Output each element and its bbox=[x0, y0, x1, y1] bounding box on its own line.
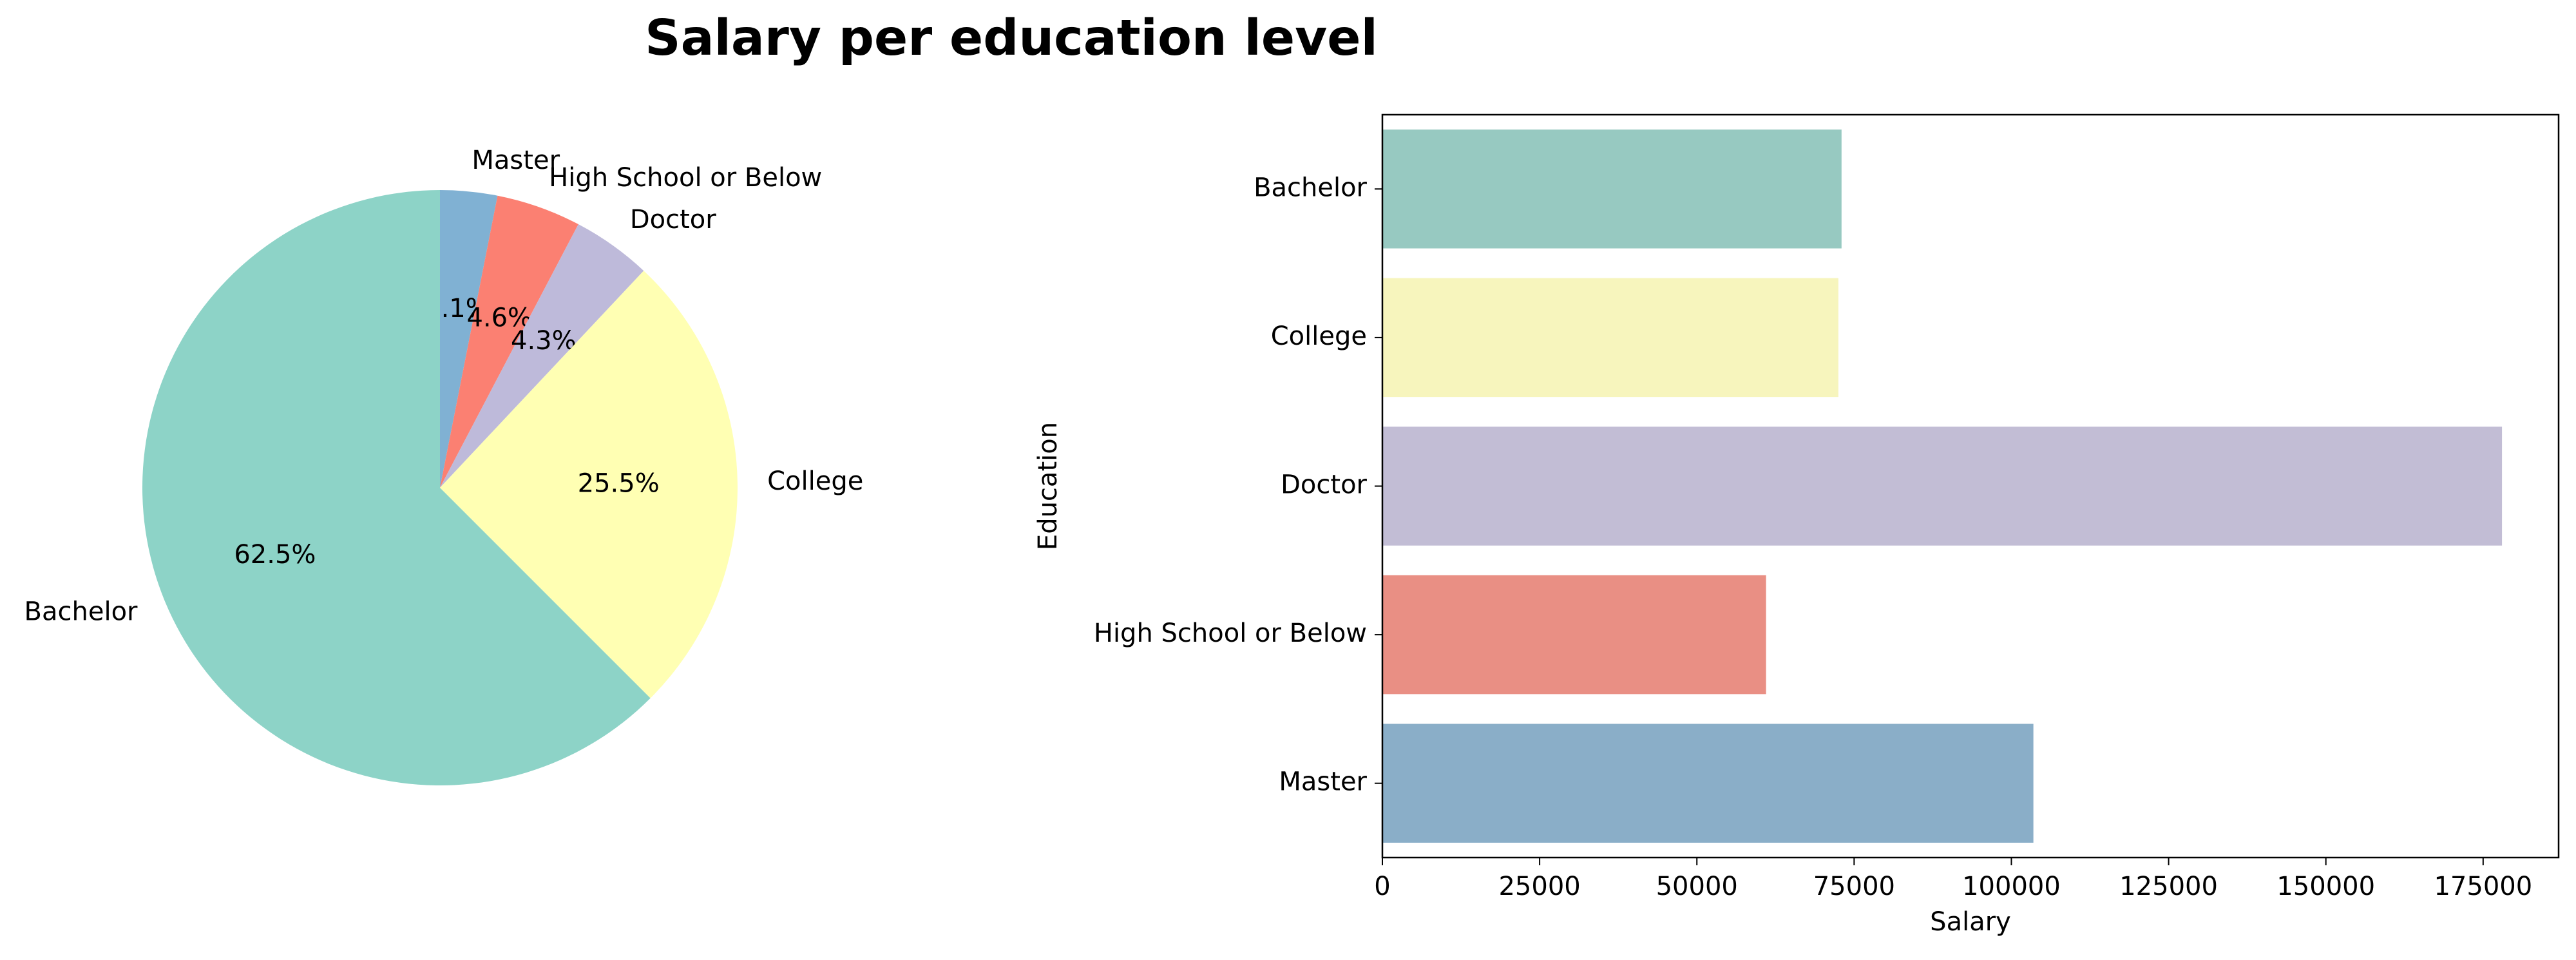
pie-pct-bachelor: 62.5% bbox=[234, 540, 316, 570]
pie-slice-bachelor bbox=[142, 190, 651, 785]
pie-pct-college: 25.5% bbox=[578, 469, 660, 499]
y-axis-label: Education bbox=[1033, 422, 1063, 550]
xtick-label: 175000 bbox=[2434, 872, 2532, 901]
ytick-label-doctor: Doctor bbox=[1281, 470, 1367, 500]
pie-slice-college bbox=[440, 271, 738, 698]
pie-pct-high-school-or-below: 4.6% bbox=[466, 303, 532, 333]
bar-chart: Bachelor College Doctor High School or Belo… bbox=[1033, 113, 2560, 937]
ytick-label-bachelor: Bachelor bbox=[1254, 173, 1367, 202]
xtick-label: 125000 bbox=[2119, 872, 2218, 901]
pie-label-master: Master bbox=[472, 146, 560, 175]
bar-axes-frame bbox=[1381, 113, 2560, 859]
ytick-label-master: Master bbox=[1279, 767, 1367, 797]
xtick-label: 25000 bbox=[1498, 872, 1580, 901]
pie-label-high-school-or-below: High School or Below bbox=[549, 163, 822, 193]
pie-slice-doctor bbox=[440, 224, 644, 488]
xtick-label: 100000 bbox=[1962, 872, 2061, 901]
pie-slice-high-school-or-below bbox=[440, 195, 578, 488]
pie-label-bachelor: Bachelor bbox=[24, 597, 138, 626]
pie-label-doctor: Doctor bbox=[630, 205, 716, 235]
bar-high-school-or-below bbox=[1382, 575, 1766, 695]
xtick-label: 150000 bbox=[2276, 872, 2375, 901]
bar-college bbox=[1382, 278, 1838, 398]
bar-master bbox=[1382, 724, 2034, 843]
xtick-label: 75000 bbox=[1813, 872, 1895, 901]
ytick-label-high-school-or-below: High School or Below bbox=[1094, 619, 1367, 648]
pie-slice-master bbox=[440, 190, 498, 488]
xtick-label: 0 bbox=[1374, 872, 1390, 901]
pie-label-college: College bbox=[767, 466, 863, 496]
x-axis-label: Salary bbox=[1930, 907, 2011, 937]
pie-pct-doctor: 4.3% bbox=[511, 326, 577, 356]
xtick-label: 50000 bbox=[1656, 872, 1738, 901]
bar-bachelor bbox=[1382, 130, 1842, 249]
ytick-label-college: College bbox=[1271, 322, 1367, 351]
figure-title: Salary per education level bbox=[645, 10, 1378, 67]
bar-doctor bbox=[1382, 427, 2503, 546]
